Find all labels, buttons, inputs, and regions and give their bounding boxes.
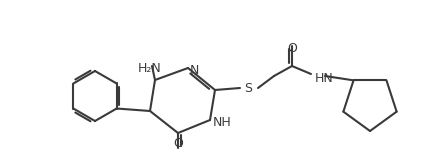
Text: NH: NH <box>213 115 232 128</box>
Text: HN: HN <box>315 72 334 85</box>
Text: H₂N: H₂N <box>138 62 162 75</box>
Text: O: O <box>287 42 297 55</box>
Text: N: N <box>190 64 199 77</box>
Text: O: O <box>173 137 183 150</box>
Text: S: S <box>244 82 252 94</box>
